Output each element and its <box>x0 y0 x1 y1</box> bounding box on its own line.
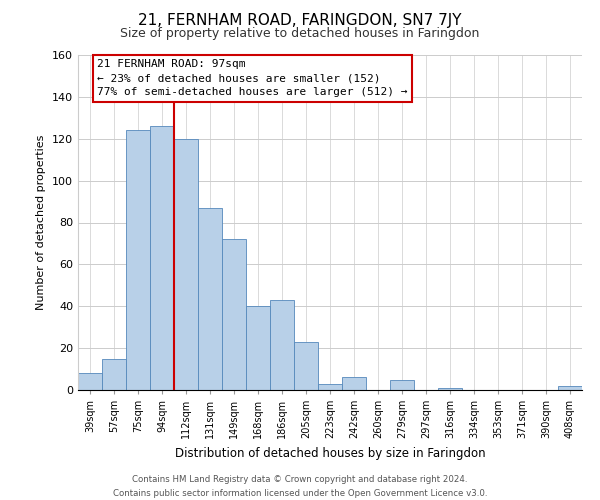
Bar <box>270 300 294 390</box>
Bar <box>102 358 126 390</box>
Bar <box>318 384 342 390</box>
Text: Contains HM Land Registry data © Crown copyright and database right 2024.
Contai: Contains HM Land Registry data © Crown c… <box>113 476 487 498</box>
Bar <box>222 240 246 390</box>
X-axis label: Distribution of detached houses by size in Faringdon: Distribution of detached houses by size … <box>175 446 485 460</box>
Bar <box>174 138 198 390</box>
Bar <box>294 342 318 390</box>
Text: 21 FERNHAM ROAD: 97sqm
← 23% of detached houses are smaller (152)
77% of semi-de: 21 FERNHAM ROAD: 97sqm ← 23% of detached… <box>97 59 408 97</box>
Bar <box>342 378 366 390</box>
Y-axis label: Number of detached properties: Number of detached properties <box>37 135 46 310</box>
Bar <box>150 126 174 390</box>
Bar <box>126 130 150 390</box>
Text: Size of property relative to detached houses in Faringdon: Size of property relative to detached ho… <box>121 28 479 40</box>
Text: 21, FERNHAM ROAD, FARINGDON, SN7 7JY: 21, FERNHAM ROAD, FARINGDON, SN7 7JY <box>138 12 462 28</box>
Bar <box>390 380 414 390</box>
Bar <box>78 373 102 390</box>
Bar <box>558 386 582 390</box>
Bar <box>438 388 462 390</box>
Bar <box>198 208 222 390</box>
Bar <box>246 306 270 390</box>
